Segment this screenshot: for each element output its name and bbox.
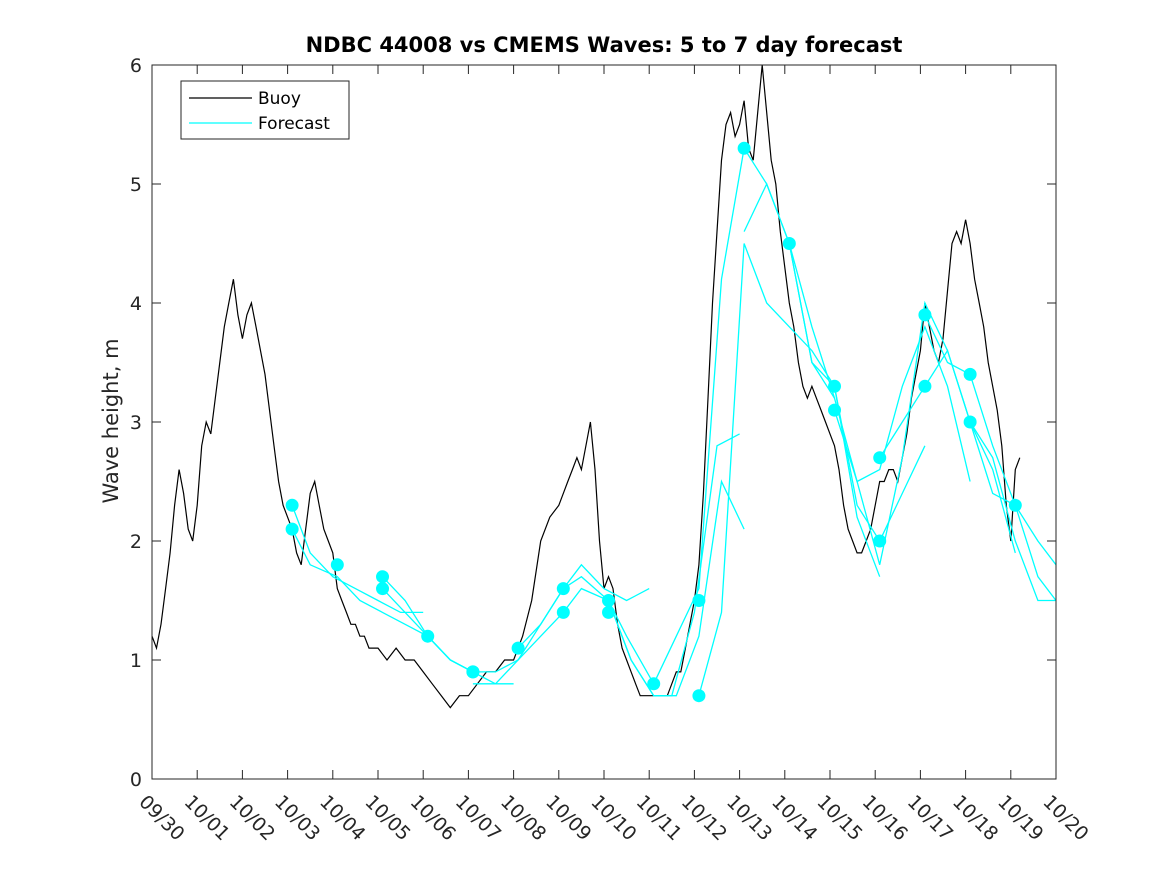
- x-tick-label: 10/07: [451, 791, 505, 845]
- forecast-marker: [692, 594, 706, 607]
- legend-box: [180, 80, 350, 140]
- x-tick-label: 10/18: [948, 791, 1002, 845]
- y-tick-label: 2: [130, 531, 142, 553]
- forecast-marker: [873, 451, 887, 465]
- forecast-marker: [963, 367, 977, 381]
- forecast-line: [607, 479, 745, 697]
- forecast-marker: [963, 415, 977, 429]
- forecast-marker: [692, 689, 706, 703]
- x-tick-label: 10/17: [903, 791, 957, 845]
- buoy-line: [151, 64, 1021, 709]
- forecast-line: [833, 300, 1016, 565]
- legend-label-forecast: Forecast: [258, 114, 330, 134]
- forecast-marker: [556, 582, 570, 596]
- forecast-marker: [285, 498, 299, 512]
- legend-label-buoy: Buoy: [258, 89, 301, 109]
- y-axis-label: Wave height, m: [99, 338, 123, 503]
- forecast-marker: [737, 141, 751, 155]
- y-tick-label: 6: [130, 55, 142, 77]
- plot-frame: [151, 64, 1057, 780]
- forecast-marker: [511, 641, 525, 655]
- forecast-line: [788, 243, 971, 483]
- chart-title: NDBC 44008 vs CMEMS Waves: 5 to 7 day fo…: [306, 33, 903, 57]
- x-tick-label: 10/03: [270, 791, 324, 845]
- x-tick-labels: 09/3010/0110/0210/0310/0410/0510/0610/07…: [134, 791, 1092, 845]
- forecast-marker: [376, 570, 390, 584]
- x-tick-label: 09/30: [134, 791, 188, 845]
- x-tick-label: 10/08: [496, 791, 550, 845]
- buoy-series: [151, 64, 1021, 709]
- forecast-marker: [330, 558, 344, 572]
- x-tick-label: 10/19: [993, 791, 1047, 845]
- forecast-marker: [918, 379, 932, 393]
- x-tick-label: 10/01: [180, 791, 234, 845]
- forecast-line: [517, 575, 655, 685]
- y-tick-label: 0: [130, 769, 142, 791]
- forecast-marker: [828, 379, 842, 393]
- x-tick-label: 10/14: [767, 791, 821, 845]
- y-tick-label: 5: [130, 174, 142, 196]
- x-tick-label: 10/11: [632, 791, 686, 845]
- y-tick-label: 4: [130, 293, 142, 315]
- forecast-marker: [647, 677, 661, 691]
- y-tick-label: 3: [130, 412, 142, 434]
- x-tick-label: 10/16: [858, 791, 912, 845]
- forecast-marker: [376, 582, 390, 596]
- x-tick-label: 10/12: [677, 791, 731, 845]
- x-tick-label: 10/06: [406, 791, 460, 845]
- x-tick-label: 10/02: [225, 791, 279, 845]
- legend: Buoy Forecast: [180, 80, 350, 140]
- forecast-line: [291, 505, 424, 614]
- forecast-marker: [1008, 498, 1022, 512]
- forecast-marker: [918, 308, 932, 322]
- forecast-marker: [828, 403, 842, 417]
- forecast-marker: [466, 665, 480, 679]
- y-tick-label: 1: [130, 650, 142, 672]
- x-tick-label: 10/04: [315, 791, 369, 845]
- axis-ticks: [151, 64, 1057, 780]
- forecast-marker: [285, 522, 299, 536]
- forecast-marker: [602, 594, 616, 607]
- x-tick-label: 10/09: [541, 791, 595, 845]
- forecast-line: [924, 314, 1057, 566]
- forecast-marker: [602, 605, 616, 619]
- forecast-line: [698, 243, 881, 696]
- x-tick-label: 10/13: [722, 791, 776, 845]
- y-tick-labels: 0 1 2 3 4 5 6: [130, 55, 142, 791]
- forecast-marker: [421, 629, 435, 643]
- x-tick-label: 10/20: [1038, 791, 1092, 845]
- x-tick-label: 10/15: [812, 791, 866, 845]
- forecast-markers: [285, 141, 1022, 703]
- forecast-marker: [873, 534, 887, 548]
- forecast-marker: [556, 605, 570, 619]
- x-tick-label: 10/05: [360, 791, 414, 845]
- forecast-marker: [782, 237, 796, 250]
- x-tick-label: 10/10: [586, 791, 640, 845]
- plot-area: [152, 65, 1056, 779]
